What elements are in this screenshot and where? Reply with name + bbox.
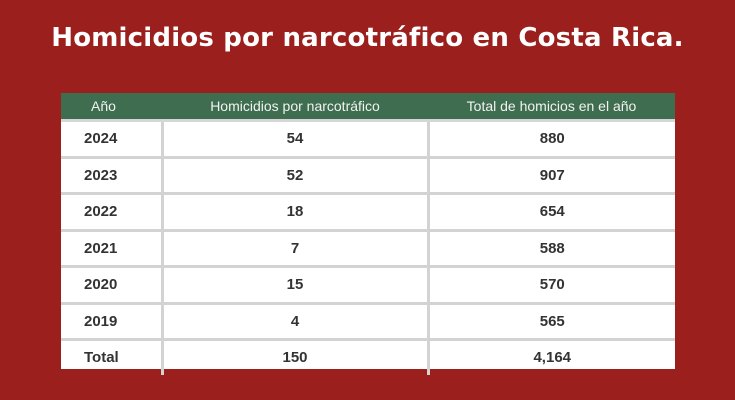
cell-year: 2021 (61, 230, 162, 268)
cell-year: 2023 (61, 157, 162, 195)
cell-total-homicides: 880 (428, 120, 675, 159)
cell-total-homicides-total: 4,164 (533, 349, 572, 367)
header-narco-homicides: Homicidios por narcotráfico (162, 93, 428, 122)
cell-narco-homicides: 4 (160, 303, 430, 341)
cell-narco-homicides: 15 (160, 266, 430, 305)
table-row: 2024 54 880 (61, 120, 675, 159)
cell-total-homicides: 565 (428, 303, 675, 341)
cell-year: 2024 (61, 120, 162, 159)
header-total-homicides: Total de homicios en el año (428, 93, 675, 122)
total-row: Total 150 4,164 (61, 339, 675, 375)
data-table: Año Homicidios por narcotráfico Total de… (61, 93, 675, 375)
table-body: 2024 54 880 2023 52 907 2022 18 654 2021… (61, 120, 675, 375)
cell-narco-homicides: 18 (160, 193, 430, 232)
cell-narco-homicides: 52 (160, 157, 430, 195)
header-row: Año Homicidios por narcotráfico Total de… (61, 93, 675, 122)
cell-total-homicides: 588 (428, 230, 675, 268)
header-year: Año (61, 93, 162, 122)
cell-total-homicides: 654 (428, 193, 675, 232)
cell-total-homicides: 570 (428, 266, 675, 305)
table-row: 2020 15 570 (61, 266, 675, 305)
cell-total-homicides: 907 (428, 157, 675, 195)
cell-year: 2020 (61, 266, 162, 305)
cell-narco-homicides: 54 (160, 120, 430, 159)
table-row: 2022 18 654 (61, 193, 675, 232)
cell-narco-homicides: 7 (160, 230, 430, 268)
table-row: 2021 7 588 (61, 230, 675, 268)
data-table-container: Año Homicidios por narcotráfico Total de… (61, 93, 675, 375)
cell-year: 2022 (61, 193, 162, 232)
table-row: 2023 52 907 (61, 157, 675, 195)
cell-total-label: Total (84, 349, 119, 367)
page-title: Homicidios por narcotráfico en Costa Ric… (51, 23, 684, 53)
table-row: 2019 4 565 (61, 303, 675, 341)
cell-narco-homicides-total: 150 (160, 339, 430, 375)
table-header: Año Homicidios por narcotráfico Total de… (61, 93, 675, 122)
cell-year: 2019 (61, 303, 162, 341)
